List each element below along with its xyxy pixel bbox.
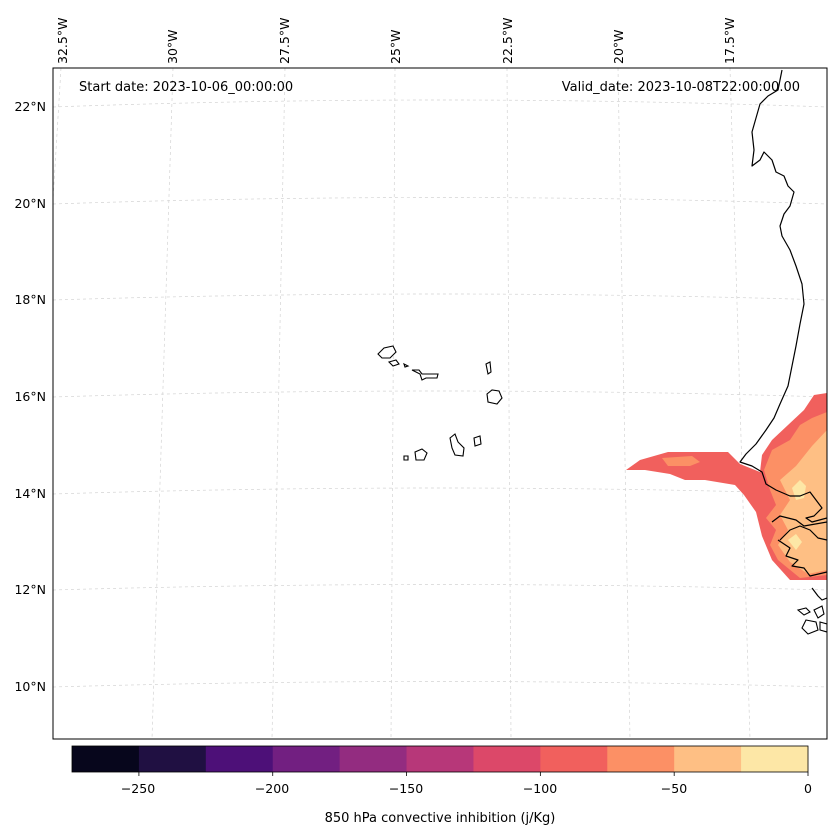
gambia-border	[771, 515, 827, 527]
lat-label: 20°N	[14, 196, 46, 211]
lat-label: 10°N	[14, 679, 46, 694]
cin-region-yellow-b	[788, 534, 802, 550]
colorbar-ticks	[138, 772, 809, 776]
island-sao-nicolau	[411, 369, 439, 381]
colorbar-tick-label: −150	[389, 781, 423, 796]
lat-label: 16°N	[14, 389, 46, 404]
colorbar-tick-label: −100	[523, 781, 557, 796]
island-boa-vista	[486, 389, 503, 405]
colorbar-swatch	[406, 746, 474, 772]
africa-coastline	[739, 69, 827, 523]
lon-label: 32.5°W	[55, 18, 70, 64]
coastlines	[739, 69, 827, 635]
colorbar-swatch	[540, 746, 608, 772]
island-sao-vicente	[387, 359, 400, 367]
valid-date-label: Valid_date: 2023-10-08T22:00:00.00	[562, 80, 800, 95]
island-brava	[403, 455, 409, 461]
lon-label: 17.5°W	[722, 18, 737, 64]
inland-border	[779, 525, 827, 541]
island-santo-antao	[377, 345, 397, 359]
lat-label: 14°N	[14, 486, 46, 501]
cin-region-orange-b	[662, 456, 700, 466]
island-maio	[473, 435, 482, 447]
longitude-labels: 32.5°W 30°W 27.5°W 25°W 22.5°W 20°W 17.5…	[55, 18, 737, 64]
colorbar-swatch	[674, 746, 742, 772]
colorbar-swatch	[473, 746, 541, 772]
colorbar-tick-label: −50	[661, 781, 687, 796]
map-frame	[52, 67, 828, 740]
island-santa-luzia	[403, 362, 410, 368]
lat-label: 22°N	[14, 99, 46, 114]
colorbar-swatch	[272, 746, 341, 772]
cin-contours	[626, 393, 827, 580]
island-santiago	[449, 433, 465, 457]
lon-label: 20°W	[611, 29, 626, 64]
guinea-coast	[811, 587, 827, 601]
colorbar-label: 850 hPa convective inhibition (j/Kg)	[325, 811, 556, 826]
colorbar-tick-label: −200	[255, 781, 289, 796]
lon-label: 22.5°W	[500, 18, 515, 64]
guinea-bissau-coast	[777, 539, 827, 577]
colorbar-frame	[71, 745, 809, 773]
cin-region-peach	[778, 430, 827, 574]
latitude-labels: 22°N 20°N 18°N 16°N 14°N 12°N 10°N	[14, 99, 46, 694]
colorbar-tick-label: 0	[804, 781, 812, 796]
island-sal	[485, 361, 492, 375]
lon-label: 30°W	[165, 29, 180, 64]
colorbar-swatch	[741, 746, 809, 772]
colorbar-swatch	[607, 746, 675, 772]
lon-label: 27.5°W	[277, 18, 292, 64]
start-date-label: Start date: 2023-10-06_00:00:00	[79, 80, 293, 95]
graticule	[53, 68, 827, 739]
cape-verde-islands	[377, 345, 503, 461]
colorbar: −250 −200 −150 −100 −50 0 850 hPa convec…	[71, 745, 812, 826]
colorbar-swatch	[339, 746, 408, 772]
lon-label: 25°W	[388, 29, 403, 64]
colorbar-swatch	[72, 746, 140, 772]
lat-label: 18°N	[14, 292, 46, 307]
colorbar-tick-label: −250	[121, 781, 155, 796]
colorbar-swatch	[138, 746, 207, 772]
colorbar-swatches	[72, 746, 809, 772]
lat-label: 12°N	[14, 582, 46, 597]
island-fogo	[414, 448, 428, 461]
colorbar-swatch	[205, 746, 274, 772]
